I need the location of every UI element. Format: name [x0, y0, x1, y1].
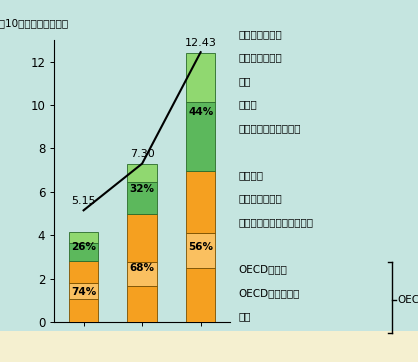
- Bar: [127, 214, 157, 262]
- Text: 5.15: 5.15: [71, 196, 96, 206]
- Bar: [69, 261, 98, 283]
- Bar: [127, 164, 157, 182]
- Text: 56%: 56%: [188, 242, 213, 252]
- Bar: [69, 243, 98, 261]
- Bar: [69, 299, 98, 322]
- Bar: [69, 283, 98, 299]
- Text: 【先進工業国】: 【先進工業国】: [238, 194, 282, 204]
- Text: 74%: 74%: [71, 287, 96, 297]
- Bar: [186, 171, 215, 233]
- Bar: [127, 262, 157, 286]
- Bar: [186, 102, 215, 171]
- Bar: [186, 53, 215, 102]
- Text: 68%: 68%: [130, 263, 155, 273]
- Text: 44%: 44%: [188, 107, 213, 117]
- Text: 北米: 北米: [238, 311, 251, 321]
- Text: ヨーロッパ中央計画経済圈: ヨーロッパ中央計画経済圈: [238, 217, 313, 227]
- Text: 12.43: 12.43: [185, 38, 217, 48]
- Text: OECD太平洋: OECD太平洋: [238, 264, 287, 274]
- Bar: [186, 233, 215, 268]
- Text: 排出量（10億炭素換算トン）: 排出量（10億炭素換算トン）: [0, 18, 69, 29]
- Bar: [186, 268, 215, 322]
- Text: 7.30: 7.30: [130, 149, 155, 159]
- Bar: [127, 286, 157, 322]
- Bar: [69, 232, 98, 243]
- Text: OECDヨーロッパ: OECDヨーロッパ: [238, 288, 300, 298]
- Text: 中東: 中東: [238, 76, 251, 86]
- Text: 中南米: 中南米: [238, 100, 257, 110]
- Text: 32%: 32%: [130, 184, 155, 194]
- Text: OECD: OECD: [397, 295, 418, 304]
- Text: 26%: 26%: [71, 241, 96, 252]
- Text: （年）: （年）: [230, 358, 251, 362]
- Text: 南及び東アジア: 南及び東アジア: [238, 52, 282, 63]
- Bar: [127, 182, 157, 214]
- Text: アフリカ: アフリカ: [238, 170, 263, 180]
- Text: 【開発途上国】: 【開発途上国】: [238, 29, 282, 39]
- Text: アジア中央計画経済圈: アジア中央計画経済圈: [238, 123, 301, 133]
